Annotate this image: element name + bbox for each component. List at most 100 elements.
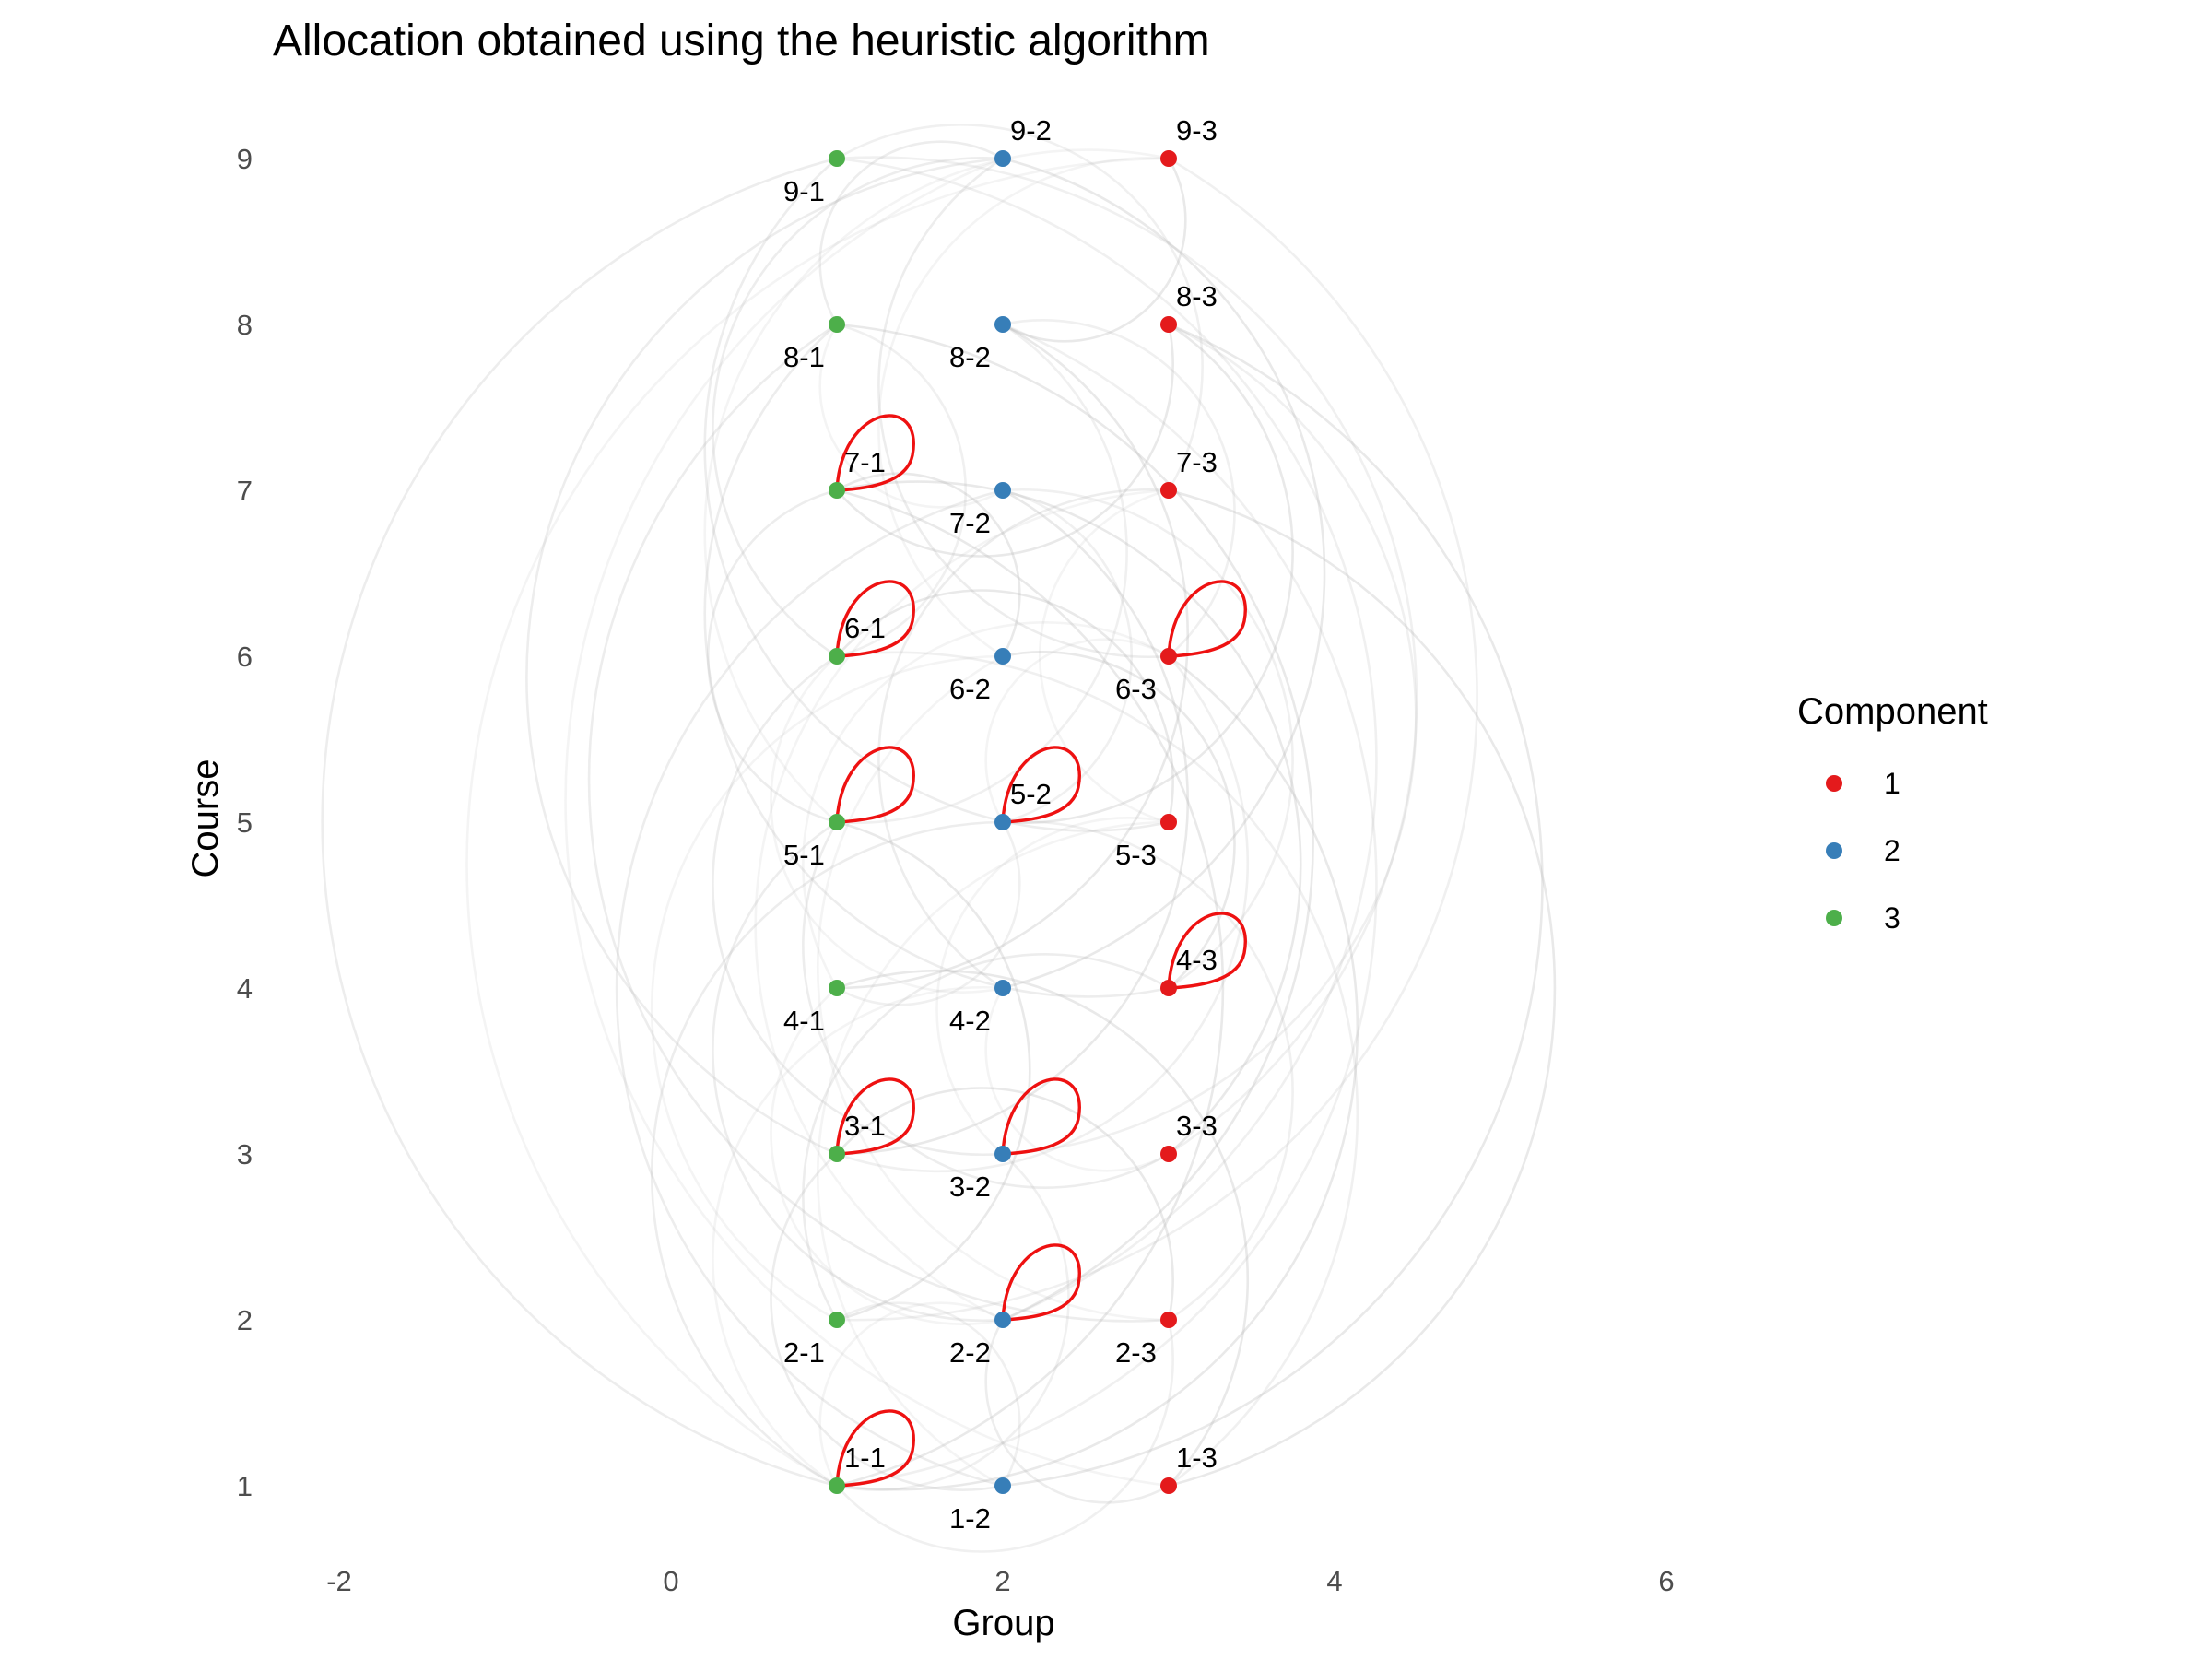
edge-1-2-3-1 xyxy=(770,1153,1004,1491)
x-axis-title: Group xyxy=(952,1603,1054,1643)
points-layer xyxy=(829,150,1177,1494)
edge-4-1-5-2 xyxy=(836,821,1021,1006)
point-1-3 xyxy=(1160,1477,1177,1494)
edge-1-1-9-3 xyxy=(465,157,1170,1488)
point-label-1-2: 1-2 xyxy=(949,1502,991,1535)
point-9-3 xyxy=(1160,150,1177,167)
x-tick-label: 2 xyxy=(994,1565,1010,1597)
edge-6-1-9-2 xyxy=(712,157,1004,658)
edge-2-1-9-3 xyxy=(836,157,1478,1322)
y-tick-label: 5 xyxy=(237,806,253,839)
point-4-1 xyxy=(829,980,845,996)
y-tick-label: 4 xyxy=(237,972,253,1005)
y-tick-label: 2 xyxy=(237,1304,253,1336)
x-tick-label: -2 xyxy=(326,1565,352,1597)
point-8-3 xyxy=(1160,316,1177,333)
edge-5-1-9-3 xyxy=(703,148,1170,823)
point-9-2 xyxy=(994,150,1011,167)
edge-3-3-4-2 xyxy=(984,987,1170,1172)
point-8-2 xyxy=(994,316,1011,333)
y-tick-label: 7 xyxy=(237,475,253,507)
legend-label-3: 3 xyxy=(1884,901,1900,935)
edge-1-2-7-2 xyxy=(615,488,1004,1488)
y-axis-ticks: 1 2 3 4 5 6 7 8 9 xyxy=(237,143,253,1502)
point-label-8-1: 8-1 xyxy=(783,341,825,373)
edge-3-2-8-3 xyxy=(1002,323,1418,1156)
edge-4-2-7-3 xyxy=(877,488,1170,990)
edge-1-1-6-3 xyxy=(836,654,1359,1491)
point-2-2 xyxy=(994,1312,1011,1328)
legend-key-3 xyxy=(1826,910,1842,926)
point-label-9-2: 9-2 xyxy=(1010,114,1052,147)
edge-5-1-7-1 xyxy=(706,488,838,824)
edge-1-2-8-3 xyxy=(1002,323,1544,1488)
edge-2-1-6-2 xyxy=(650,654,1004,1322)
self-loop-3-2 xyxy=(1001,1077,1081,1156)
edge-2-3-6-2 xyxy=(816,654,1170,1322)
self-loops-layer xyxy=(835,414,1247,1488)
edge-5-3-7-3 xyxy=(1038,488,1170,824)
point-label-4-2: 4-2 xyxy=(949,1005,991,1037)
edge-1-2-5-3 xyxy=(816,820,1170,1488)
legend: Component 1 2 3 xyxy=(1797,691,1988,935)
point-label-5-1: 5-1 xyxy=(783,839,825,871)
edge-2-2-7-3 xyxy=(754,488,1170,1322)
edges-layer xyxy=(321,124,1557,1553)
edge-1-1-7-1 xyxy=(836,488,1225,1488)
edge-2-1-4-3 xyxy=(802,953,1170,1321)
point-5-2 xyxy=(994,814,1011,830)
y-tick-label: 3 xyxy=(237,1138,253,1171)
edge-2-1-5-1 xyxy=(836,820,1031,1322)
self-loop-2-2 xyxy=(1001,1243,1081,1322)
edge-3-3-7-1 xyxy=(836,480,1302,1155)
y-tick-label: 8 xyxy=(237,309,253,341)
edge-1-1-3-2 xyxy=(836,1153,1070,1491)
edge-5-2-7-2 xyxy=(1002,488,1134,824)
point-label-1-1: 1-1 xyxy=(844,1441,886,1474)
point-label-7-3: 7-3 xyxy=(1176,446,1218,478)
self-loop-7-1 xyxy=(835,414,915,492)
edge-5-2-6-3 xyxy=(984,638,1170,823)
edge-6-1-8-1 xyxy=(836,323,968,658)
self-loop-6-3 xyxy=(1167,580,1247,658)
edge-5-3-6-1 xyxy=(836,589,1174,823)
point-6-1 xyxy=(829,648,845,665)
point-2-3 xyxy=(1160,1312,1177,1328)
edge-1-2-2-1 xyxy=(836,1301,1021,1487)
edge-1-1-5-2 xyxy=(650,820,1004,1488)
edge-3-1-6-3 xyxy=(836,655,1250,1173)
x-tick-label: 0 xyxy=(663,1565,678,1597)
point-label-6-1: 6-1 xyxy=(844,612,886,644)
edge-7-3-9-1 xyxy=(836,124,1204,491)
edge-4-3-7-2 xyxy=(1002,488,1294,990)
chart-title: Allocation obtained using the heuristic … xyxy=(273,17,1210,65)
point-label-4-3: 4-3 xyxy=(1176,944,1218,976)
point-label-2-3: 2-3 xyxy=(1115,1336,1157,1369)
point-label-4-1: 4-1 xyxy=(783,1005,825,1037)
edge-2-2-9-1 xyxy=(836,157,1378,1322)
point-4-3 xyxy=(1160,980,1177,996)
point-5-3 xyxy=(1160,814,1177,830)
y-axis-title: Course xyxy=(185,759,226,878)
edge-2-3-3-1 xyxy=(836,1087,1174,1321)
point-label-3-1: 3-1 xyxy=(844,1110,886,1142)
edge-1-3-7-3 xyxy=(1168,488,1557,1488)
point-4-2 xyxy=(994,980,1011,996)
edge-2-2-4-1 xyxy=(770,987,1004,1325)
legend-key-2 xyxy=(1826,842,1842,859)
edge-1-3-9-2 xyxy=(564,157,1170,1488)
self-loop-6-1 xyxy=(835,580,915,658)
point-8-1 xyxy=(829,316,845,333)
point-label-2-2: 2-2 xyxy=(949,1336,991,1369)
edge-1-1-8-2 xyxy=(836,323,1378,1488)
edge-1-1-4-2 xyxy=(712,986,1004,1488)
edge-1-1-2-2 xyxy=(818,1301,1004,1487)
point-1-1 xyxy=(829,1477,845,1494)
point-7-1 xyxy=(829,482,845,499)
edge-2-3-8-1 xyxy=(587,323,1170,1323)
edge-2-2-5-1 xyxy=(712,820,1004,1322)
point-label-7-2: 7-2 xyxy=(949,507,991,539)
edge-6-3-9-2 xyxy=(877,157,1170,658)
edge-6-3-8-2 xyxy=(1002,319,1236,657)
